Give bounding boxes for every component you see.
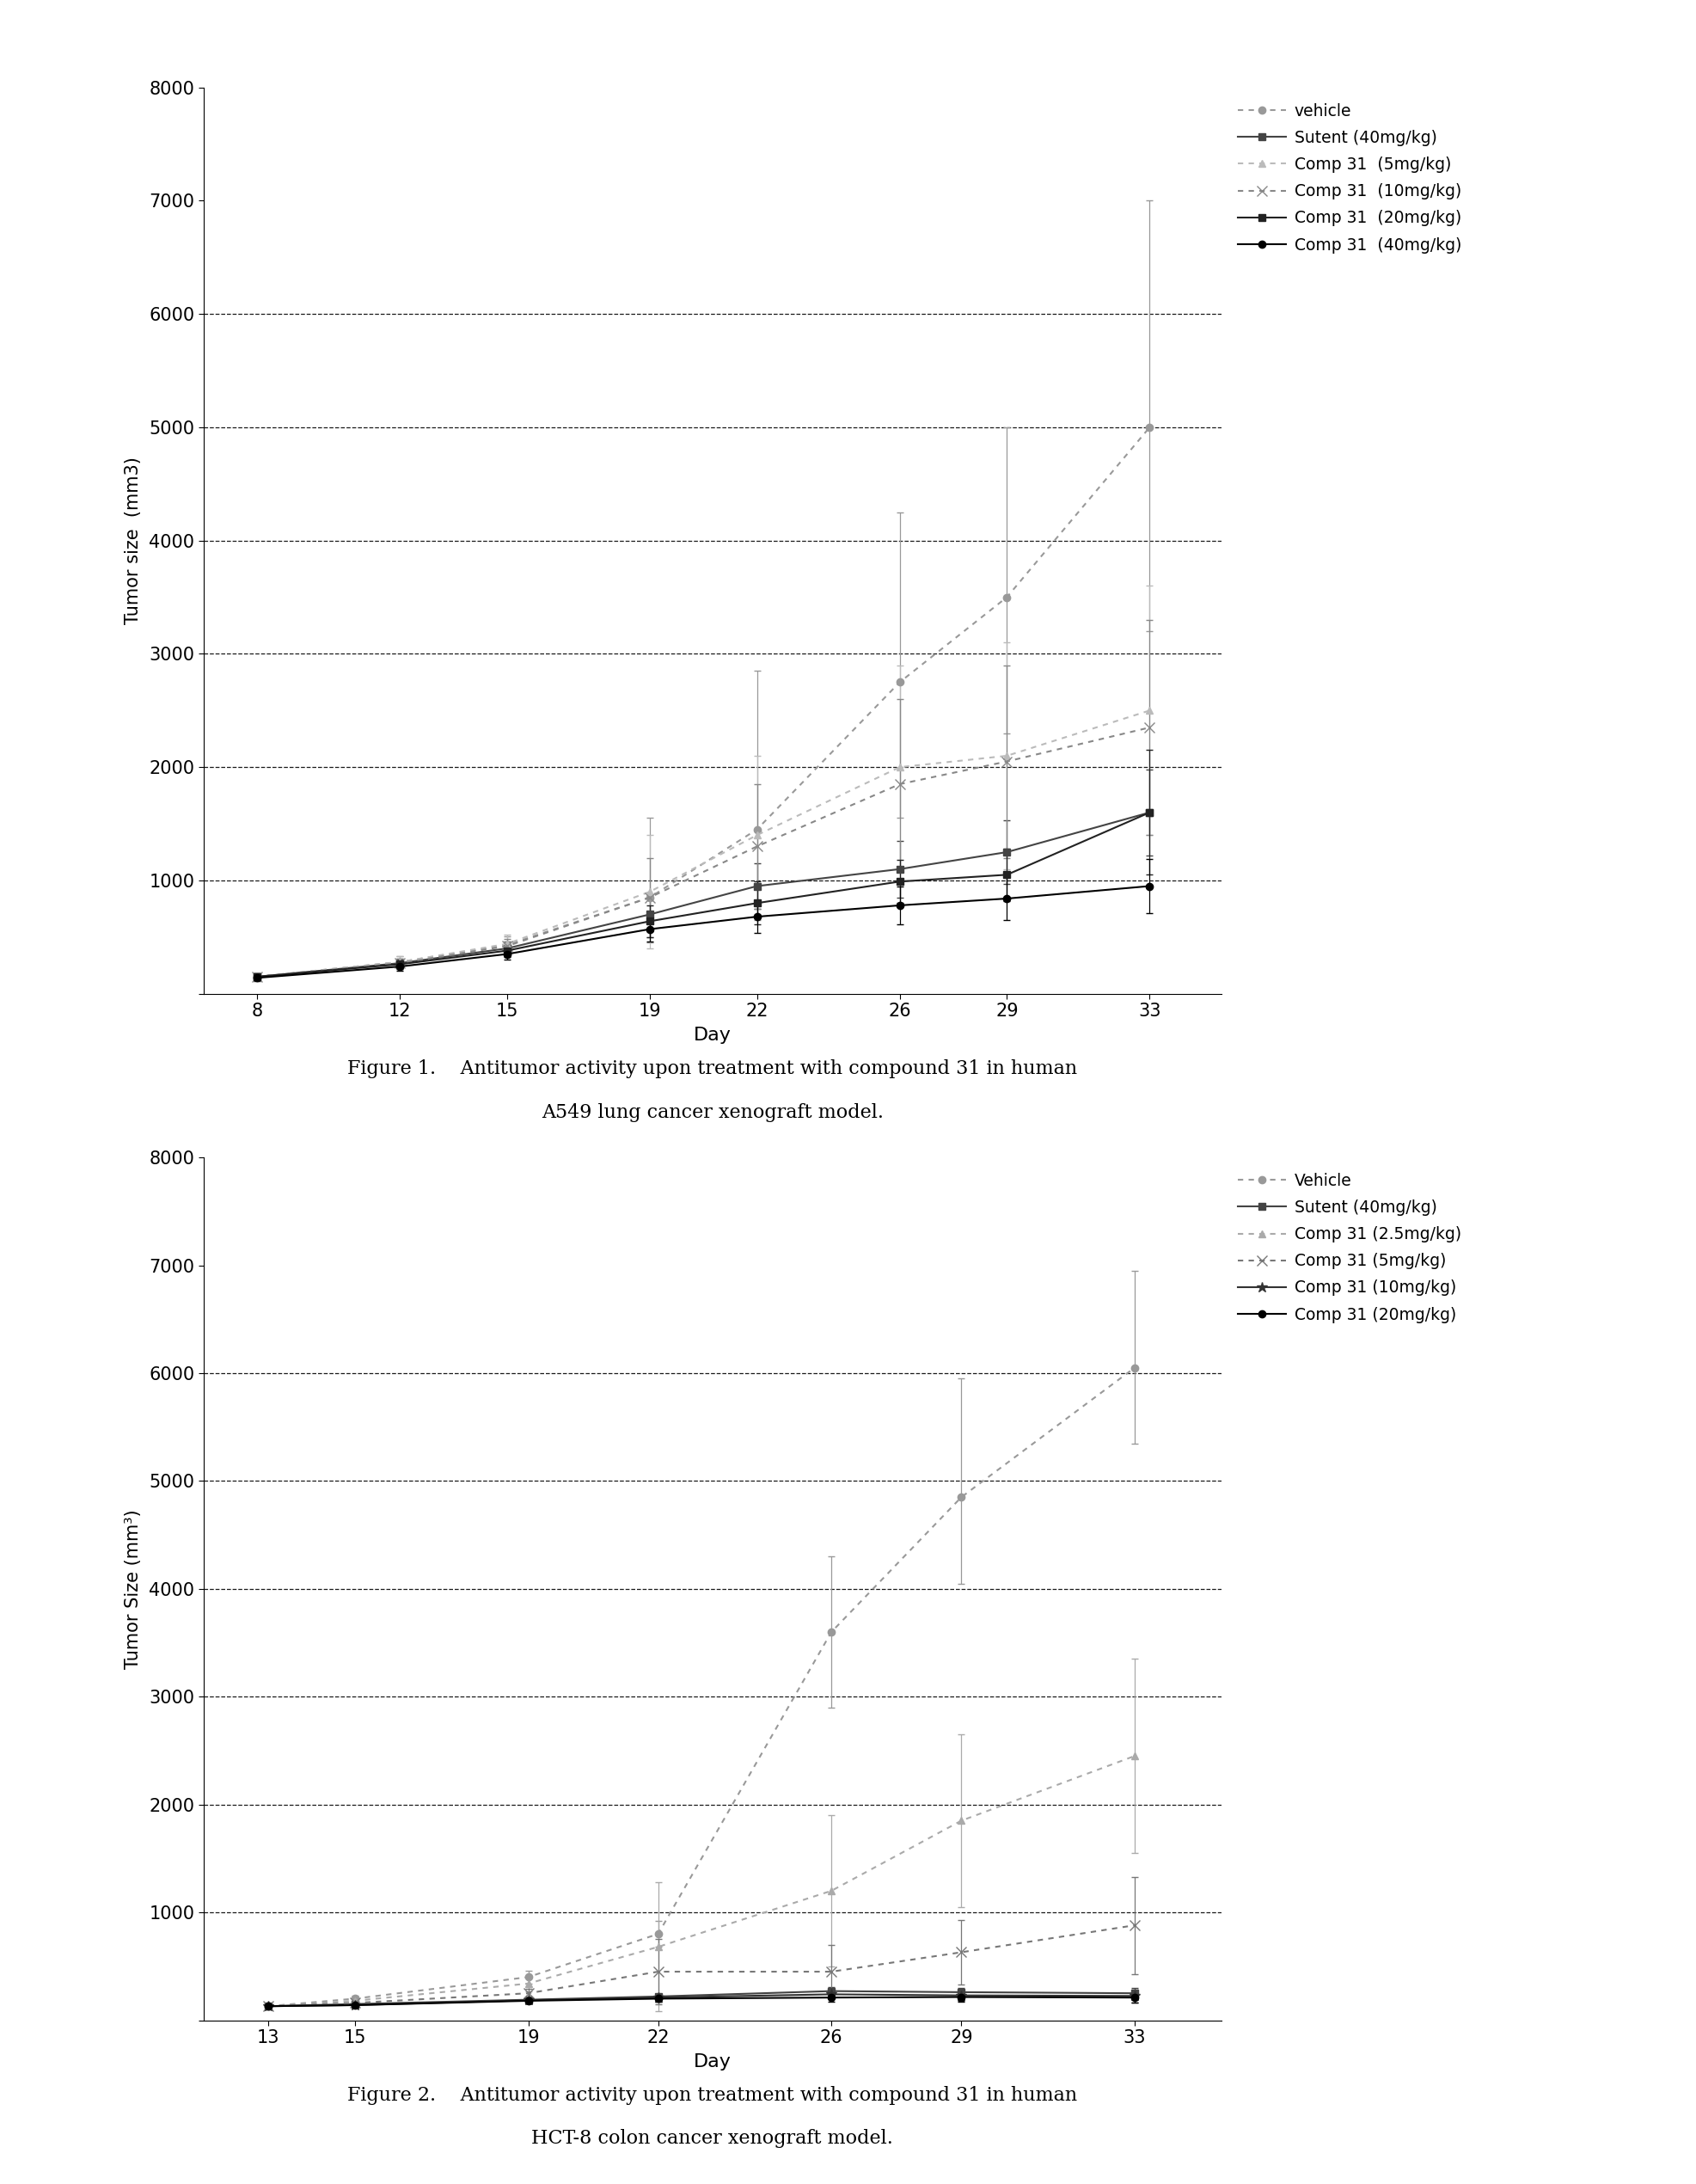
- Text: Figure 1.    Antitumor activity upon treatment with compound 31 in human: Figure 1. Antitumor activity upon treatm…: [348, 1059, 1077, 1079]
- X-axis label: Day: Day: [694, 1026, 731, 1044]
- Legend: vehicle, Sutent (40mg/kg), Comp 31  (5mg/kg), Comp 31  (10mg/kg), Comp 31  (20mg: vehicle, Sutent (40mg/kg), Comp 31 (5mg/…: [1231, 96, 1467, 260]
- Y-axis label: Tumor Size (mm³): Tumor Size (mm³): [124, 1509, 142, 1669]
- Legend: Vehicle, Sutent (40mg/kg), Comp 31 (2.5mg/kg), Comp 31 (5mg/kg), Comp 31 (10mg/k: Vehicle, Sutent (40mg/kg), Comp 31 (2.5m…: [1231, 1166, 1467, 1330]
- X-axis label: Day: Day: [694, 2053, 731, 2070]
- Text: Figure 2.    Antitumor activity upon treatment with compound 31 in human: Figure 2. Antitumor activity upon treatm…: [348, 2086, 1077, 2105]
- Text: HCT-8 colon cancer xenograft model.: HCT-8 colon cancer xenograft model.: [531, 2129, 894, 2149]
- Y-axis label: Tumor size  (mm3): Tumor size (mm3): [124, 456, 142, 625]
- Text: A549 lung cancer xenograft model.: A549 lung cancer xenograft model.: [541, 1103, 884, 1123]
